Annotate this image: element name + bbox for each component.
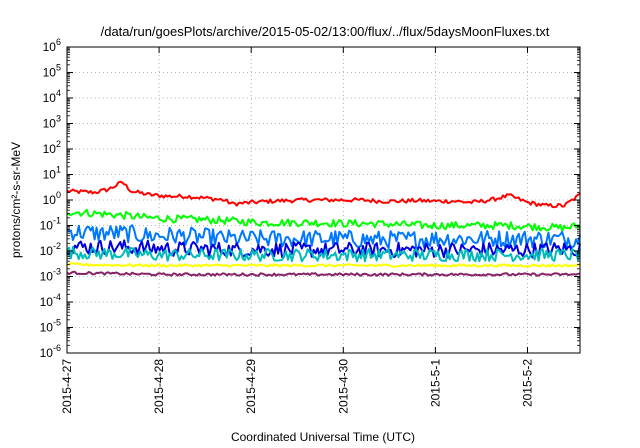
y-axis-label: protons/cm²-s-sr-MeV — [9, 142, 23, 258]
y-tick-label: 102 — [43, 139, 61, 156]
x-tick-label: 2015-4-28 — [152, 359, 166, 414]
series-line-5 — [66, 246, 581, 263]
x-tick-label: 2015-4-27 — [60, 359, 74, 414]
y-tick-label: 105 — [43, 63, 61, 80]
x-tick-label: 2015-5-2 — [521, 359, 535, 407]
y-tick-label: 10-5 — [40, 318, 61, 335]
y-tick-label: 106 — [43, 37, 61, 54]
series-line-6 — [66, 262, 581, 268]
x-tick-label: 2015-4-29 — [244, 359, 258, 414]
y-tick-label: 104 — [43, 88, 61, 105]
series-line-1 — [66, 180, 581, 209]
y-tick-label: 10-1 — [40, 216, 61, 233]
series-line-7 — [66, 270, 581, 277]
x-tick-label: 2015-5-1 — [428, 359, 442, 407]
y-tick-label: 101 — [43, 165, 61, 182]
y-tick-label: 10-4 — [40, 292, 61, 309]
x-axis-label: Coordinated Universal Time (UTC) — [231, 430, 415, 444]
y-tick-label: 100 — [43, 190, 61, 207]
data-series — [66, 180, 581, 277]
y-tick-labels: 10-6 10-5 10-4 10-3 10-2 10-1 100 101 102 103 104 1… — [40, 37, 61, 360]
x-tick-label: 2015-4-30 — [336, 359, 350, 414]
series-line-2 — [66, 208, 581, 233]
series-line-3 — [66, 224, 581, 250]
axis-ticks — [66, 46, 580, 354]
x-tick-labels: 2015-4-27 2015-4-28 2015-4-29 2015-4-30 2015… — [60, 359, 535, 414]
chart-title: /data/run/goesPlots/archive/2015-05-02/1… — [101, 24, 550, 39]
series-line-4 — [66, 239, 581, 259]
y-tick-label: 10-3 — [40, 267, 61, 284]
y-tick-label: 103 — [43, 114, 61, 131]
y-tick-label: 10-6 — [40, 343, 61, 360]
y-tick-label: 10-2 — [40, 241, 61, 258]
